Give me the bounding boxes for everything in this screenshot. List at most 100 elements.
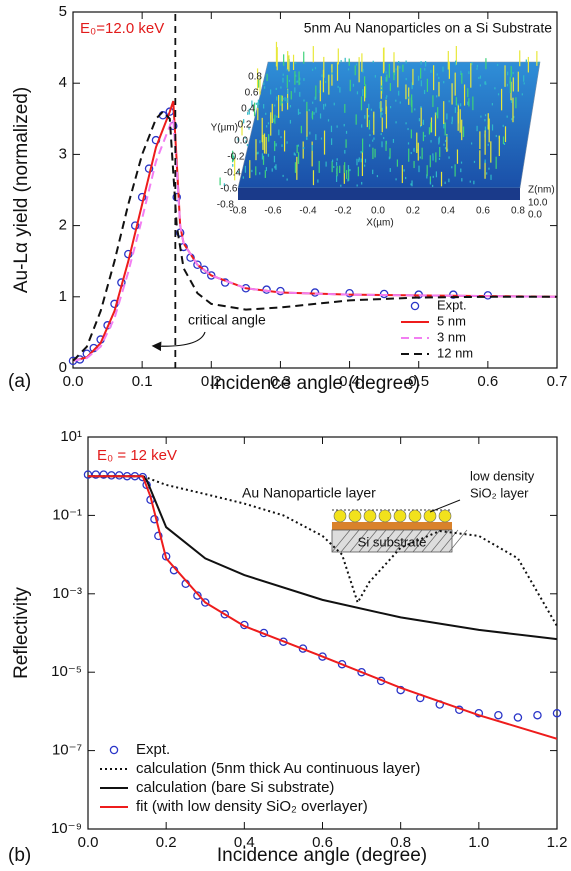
data-point bbox=[193, 260, 202, 270]
legend-marker bbox=[410, 301, 420, 311]
inset-y-tick: -0.6 bbox=[220, 184, 238, 195]
diagram-label: SiO₂ layer bbox=[470, 485, 529, 500]
x-tick-label: 0.3 bbox=[270, 373, 291, 390]
data-point bbox=[154, 531, 163, 541]
x-tick-label: 1.2 bbox=[547, 834, 568, 851]
data-point bbox=[89, 343, 98, 353]
diagram-label: Si substrate bbox=[358, 534, 427, 549]
x-tick-label: 1.0 bbox=[468, 834, 489, 851]
x-tick-label: 0.0 bbox=[63, 373, 84, 390]
inset-x-tick: 0.2 bbox=[406, 206, 420, 217]
plot-frame bbox=[87, 436, 558, 830]
inset-x-tick: -0.2 bbox=[334, 206, 352, 217]
inset-z-tick: 10.0 bbox=[528, 198, 548, 209]
inset-y-tick: 0.0 bbox=[234, 136, 248, 147]
legend-label: 5 nm bbox=[437, 313, 466, 328]
data-point bbox=[220, 610, 230, 619]
energy-label: E₀ = 12 keV bbox=[97, 447, 177, 464]
diagram-label: low density bbox=[470, 468, 535, 483]
plot-frame bbox=[72, 11, 558, 369]
x-tick-label: 0.0 bbox=[78, 834, 99, 851]
chart-title: 5nm Au Nanoparticles on a Si Substrate bbox=[304, 20, 552, 36]
panel-label: (b) bbox=[8, 845, 31, 866]
x-tick-label: 0.5 bbox=[408, 373, 429, 390]
x-axis-label: Incidence angle (degree) bbox=[210, 373, 420, 394]
y-tick-label: 10⁻⁷ bbox=[52, 742, 82, 759]
x-tick-label: 0.4 bbox=[234, 834, 255, 851]
legend-marker bbox=[109, 745, 119, 755]
x-tick-label: 0.6 bbox=[312, 834, 333, 851]
legend-label: Expt. bbox=[136, 741, 170, 758]
annotation: critical angle bbox=[188, 312, 266, 328]
inset-x-tick: -0.8 bbox=[229, 206, 247, 217]
data-point bbox=[200, 265, 209, 274]
inset-y-tick: -0.8 bbox=[217, 200, 235, 211]
y-tick-label: 0 bbox=[59, 359, 67, 376]
data-point bbox=[552, 708, 562, 718]
x-tick-label: 0.7 bbox=[547, 373, 568, 390]
inset-x-tick: -0.6 bbox=[264, 206, 282, 217]
data-point bbox=[276, 286, 285, 296]
series-line bbox=[88, 475, 557, 740]
data-point bbox=[193, 591, 202, 600]
x-tick-label: 0.4 bbox=[339, 373, 360, 390]
y-tick-label: 2 bbox=[59, 217, 67, 234]
y-tick-label: 10⁻⁵ bbox=[51, 663, 82, 680]
energy-label: E₀=12.0 keV bbox=[80, 20, 164, 37]
legend-label: 12 nm bbox=[437, 345, 473, 360]
data-point bbox=[513, 713, 523, 722]
y-tick-label: 1 bbox=[59, 288, 67, 305]
x-tick-label: 0.2 bbox=[156, 834, 177, 851]
series-line bbox=[73, 100, 557, 362]
panel-label: (a) bbox=[8, 371, 31, 392]
layer-diagram bbox=[331, 499, 468, 553]
inset-x-label: X(µm) bbox=[366, 218, 393, 229]
y-tick-label: 4 bbox=[59, 74, 67, 91]
legend-label: 3 nm bbox=[437, 329, 466, 344]
inset-y-tick: -0.2 bbox=[227, 152, 245, 163]
series-line bbox=[73, 114, 557, 362]
inset-x-tick: 0.0 bbox=[371, 206, 385, 217]
y-tick-label: 5 bbox=[59, 3, 67, 20]
legend-label: Expt. bbox=[437, 297, 467, 312]
x-tick-label: 0.8 bbox=[390, 834, 411, 851]
inset-y-tick: 0.8 bbox=[248, 72, 262, 83]
diagram-label: Au Nanoparticle layer bbox=[242, 485, 376, 501]
inset-x-tick: 0.6 bbox=[476, 206, 490, 217]
inset-y-tick: 0.6 bbox=[245, 88, 259, 99]
series-line bbox=[73, 110, 557, 362]
x-tick-label: 0.2 bbox=[201, 373, 222, 390]
y-tick-label: 10⁻³ bbox=[52, 585, 82, 602]
inset-y-tick: 0.2 bbox=[238, 120, 252, 131]
y-tick-label: 10¹ bbox=[60, 428, 82, 445]
data-point bbox=[494, 710, 503, 720]
data-point bbox=[172, 192, 181, 202]
inset-y-label: Y(µm) bbox=[211, 123, 238, 134]
inset-x-tick: 0.4 bbox=[441, 206, 455, 217]
y-tick-label: 10⁻⁹ bbox=[51, 820, 82, 837]
data-point bbox=[449, 290, 458, 299]
y-axis-label: Reflectivity bbox=[11, 587, 32, 679]
legend-label: calculation (bare Si substrate) bbox=[136, 779, 334, 796]
data-point bbox=[379, 289, 389, 299]
data-point bbox=[357, 667, 366, 677]
inset-y-tick: 0.4 bbox=[241, 104, 255, 115]
data-point bbox=[99, 470, 108, 479]
data-point bbox=[161, 552, 171, 561]
series-line bbox=[88, 475, 557, 641]
inset-z-tick: 0.0 bbox=[528, 210, 542, 221]
legend-label: fit (with low density SiO₂ overlayer) bbox=[136, 798, 368, 815]
data-point bbox=[337, 659, 347, 669]
y-tick-label: 3 bbox=[59, 145, 67, 162]
x-tick-label: 0.6 bbox=[477, 373, 498, 390]
inset-y-tick: -0.4 bbox=[224, 168, 242, 179]
data-point bbox=[200, 598, 210, 607]
legend-label: calculation (5nm thick Au continuous lay… bbox=[136, 760, 420, 777]
data-point bbox=[207, 271, 216, 280]
inset-x-tick: 0.8 bbox=[511, 206, 525, 217]
data-point bbox=[345, 288, 354, 298]
x-tick-label: 0.1 bbox=[132, 373, 153, 390]
series-line bbox=[88, 475, 557, 627]
data-point bbox=[533, 710, 542, 720]
